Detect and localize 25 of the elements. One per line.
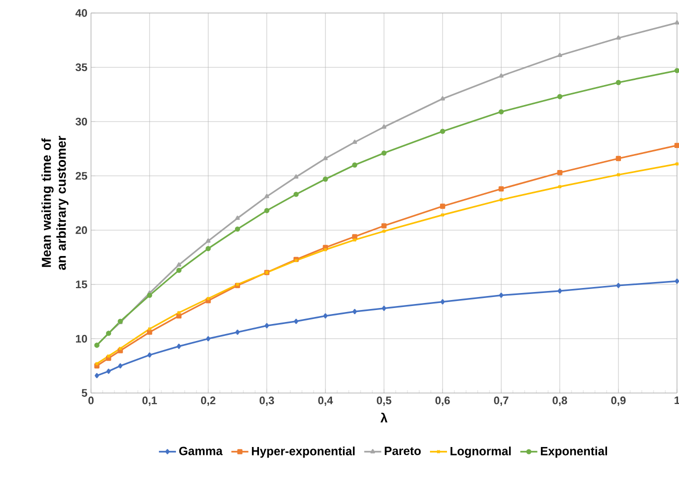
y-tick-label: 15 bbox=[76, 280, 88, 288]
x-tick-label: 0,9 bbox=[611, 396, 626, 406]
x-axis-title: λ bbox=[380, 412, 388, 422]
y-tick-label: 40 bbox=[75, 9, 88, 17]
y-tick-label: 30 bbox=[76, 118, 88, 126]
y-tick-label: 35 bbox=[76, 63, 88, 72]
x-tick-label: 0,6 bbox=[435, 396, 450, 406]
y-tick-label: 10 bbox=[76, 334, 88, 343]
legend-label: Exponential bbox=[540, 446, 608, 458]
x-tick-label: 0,3 bbox=[260, 396, 274, 406]
x-tick-label: 0,2 bbox=[201, 396, 216, 406]
y-tick-label: 5 bbox=[82, 389, 88, 397]
x-tick-label: 0,1 bbox=[142, 396, 157, 406]
legend-label: Gamma bbox=[179, 446, 223, 456]
y-tick-label: 20 bbox=[76, 226, 88, 234]
legend-label: Pareto bbox=[384, 446, 421, 456]
y-tick-label: 25 bbox=[76, 172, 88, 180]
legend-label: Lognormal bbox=[450, 446, 511, 458]
legend-label: Hyper-exponential bbox=[252, 446, 355, 458]
x-tick-label: 0,4 bbox=[318, 396, 333, 406]
x-tick-label: 0,7 bbox=[494, 396, 508, 406]
y-axis-title: Mean waiting time of an arbitrary customer bbox=[41, 136, 68, 270]
x-tick-label: 0,8 bbox=[552, 396, 568, 406]
x-tick-label: 0 bbox=[88, 396, 94, 404]
x-tick-label: 0,5 bbox=[376, 396, 392, 406]
